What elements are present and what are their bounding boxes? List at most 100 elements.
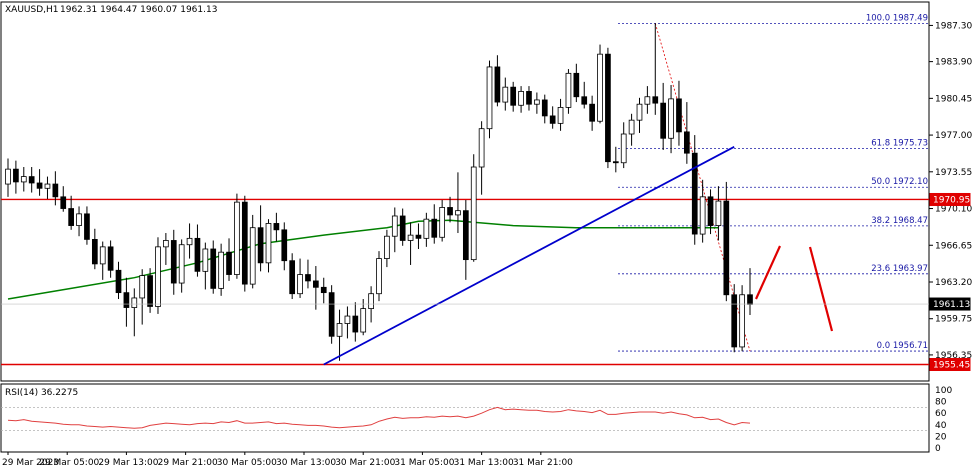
candle-body [194, 237, 201, 272]
candle [163, 233, 169, 265]
candle-body [115, 269, 122, 294]
symbol-label: XAUUSD,H1 [5, 5, 59, 15]
candle-body [462, 210, 469, 261]
projection-down-stroke [808, 246, 834, 332]
candle-body [620, 133, 627, 164]
candle-body [305, 274, 311, 282]
candle [107, 240, 114, 278]
trendline [323, 145, 735, 366]
candle-body [715, 200, 722, 226]
candle [313, 266, 319, 310]
candle-body [376, 258, 382, 295]
candle-body [368, 293, 374, 310]
candle-body [581, 96, 588, 105]
candle-body [99, 246, 106, 265]
candle-body [589, 103, 595, 122]
candle-body [707, 196, 714, 226]
candle [84, 206, 90, 245]
time-tick-label: 29 Mar 21:00 [158, 458, 218, 468]
candle-body [60, 196, 67, 209]
candle-body [612, 161, 619, 164]
candle [439, 200, 445, 242]
level-price-tag-bg [929, 357, 971, 371]
candle-body [557, 106, 564, 124]
candle [336, 309, 343, 361]
candle [186, 223, 193, 259]
candle-body [470, 166, 477, 261]
rsi-series [7, 406, 751, 429]
candle-body [257, 227, 264, 264]
candle-body [431, 218, 438, 238]
candle-body [739, 294, 745, 348]
candle-body [241, 201, 248, 285]
candle [202, 242, 209, 290]
rsi-tick-label: 20 [935, 432, 947, 442]
candle-body [139, 275, 146, 299]
level-price-tag-bg [929, 192, 971, 206]
price-tick-label: 1966.65 [935, 241, 972, 251]
time-tick-label: 29 Mar 2023 [2, 458, 59, 468]
candle-body [289, 260, 296, 295]
candle [684, 102, 690, 164]
candle-body [636, 103, 643, 121]
fib-level-label: 0.0 1956.71 [877, 341, 928, 351]
candle [155, 237, 161, 314]
candle-body [684, 131, 690, 154]
support-resistance-levels [1, 198, 929, 366]
candle [660, 82, 667, 150]
candle-body [52, 183, 59, 198]
candlestick-series [5, 23, 753, 361]
candle-body [28, 176, 35, 184]
projection-up-stroke [754, 245, 782, 300]
candle-body [226, 251, 232, 275]
candle [652, 23, 659, 115]
candle-body [218, 251, 224, 289]
candle-body [202, 248, 209, 272]
candle-body [565, 72, 572, 108]
candle [257, 205, 264, 272]
candle [76, 206, 82, 237]
candle [360, 299, 367, 336]
candle-body [439, 207, 445, 238]
candle-body [44, 183, 51, 189]
candle [699, 179, 706, 243]
candle-body [384, 235, 390, 259]
candle [139, 269, 146, 325]
price-tick-label: 1987.30 [935, 21, 972, 31]
candle [131, 288, 138, 337]
candle-body [147, 275, 153, 307]
candle-body [186, 237, 193, 246]
candle [194, 224, 201, 277]
time-tick-label: 31 Mar 21:00 [513, 458, 573, 468]
candle-body [731, 294, 738, 348]
candle [170, 229, 177, 295]
time-tick-label: 30 Mar 13:00 [276, 458, 336, 468]
current-price-tag: 1961.13 [933, 300, 970, 310]
rsi-tick-label: 100 [935, 386, 952, 396]
candle-body [328, 292, 335, 337]
candle [376, 251, 382, 302]
candle [234, 193, 240, 279]
candle-body [210, 248, 217, 289]
candle [289, 253, 296, 300]
candle [605, 47, 611, 169]
candle [723, 181, 730, 302]
candle-body [605, 53, 611, 163]
candle [486, 60, 493, 139]
candle [178, 239, 185, 293]
candle-body [249, 227, 256, 285]
candle [707, 189, 714, 235]
rsi-label: RSI(14) 36.2275 [5, 388, 78, 398]
candle-body [399, 215, 406, 241]
moving-average [7, 219, 719, 300]
candle [423, 212, 430, 247]
candle-body [526, 91, 532, 105]
candle-body [107, 246, 114, 271]
price-tick-label: 1970.10 [935, 205, 972, 215]
price-panel [0, 1, 930, 382]
candle [455, 172, 461, 234]
candle-body [131, 297, 138, 308]
candle [399, 208, 406, 246]
price-tick-label: 1980.45 [935, 94, 972, 104]
